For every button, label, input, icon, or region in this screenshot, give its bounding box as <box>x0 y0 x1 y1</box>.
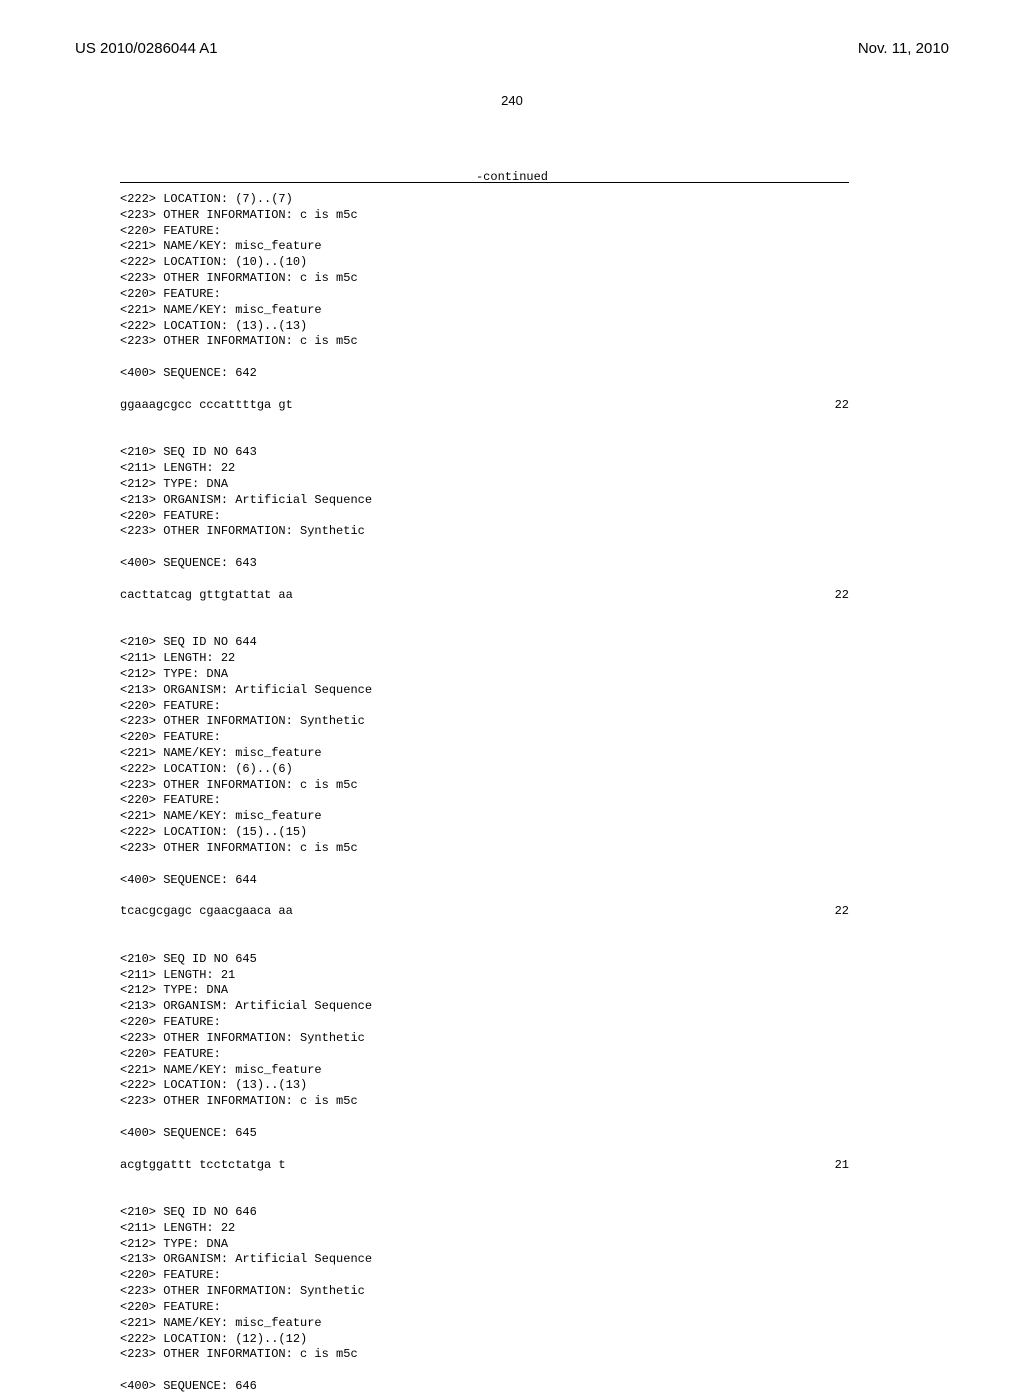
listing-line: <221> NAME/KEY: misc_feature <box>120 746 849 762</box>
listing-line: <220> FEATURE: <box>120 1268 849 1284</box>
listing-line: <210> SEQ ID NO 643 <box>120 445 849 461</box>
listing-line: <220> FEATURE: <box>120 1300 849 1316</box>
listing-line: <220> FEATURE: <box>120 730 849 746</box>
blank-line <box>120 619 849 635</box>
listing-line: <212> TYPE: DNA <box>120 983 849 999</box>
sequence-text: tcacgcgagc cgaacgaaca aa <box>120 904 293 920</box>
listing-line: <222> LOCATION: (13)..(13) <box>120 1078 849 1094</box>
listing-line: <221> NAME/KEY: misc_feature <box>120 1316 849 1332</box>
listing-line: <213> ORGANISM: Artificial Sequence <box>120 1252 849 1268</box>
listing-line: <222> LOCATION: (10)..(10) <box>120 255 849 271</box>
blank-line <box>120 429 849 445</box>
listing-line: <400> SEQUENCE: 644 <box>120 873 849 889</box>
listing-line: <213> ORGANISM: Artificial Sequence <box>120 493 849 509</box>
blank-line <box>120 920 849 936</box>
blank-line <box>120 888 849 904</box>
listing-line: <223> OTHER INFORMATION: Synthetic <box>120 1284 849 1300</box>
blank-line <box>120 1173 849 1189</box>
listing-line: <210> SEQ ID NO 645 <box>120 952 849 968</box>
listing-line: <211> LENGTH: 22 <box>120 651 849 667</box>
listing-line: <212> TYPE: DNA <box>120 477 849 493</box>
horizontal-rule <box>120 182 849 183</box>
listing-line: <223> OTHER INFORMATION: c is m5c <box>120 1094 849 1110</box>
sequence-line: tcacgcgagc cgaacgaaca aa 22 <box>120 904 849 920</box>
listing-line: <211> LENGTH: 21 <box>120 968 849 984</box>
listing-line: <223> OTHER INFORMATION: Synthetic <box>120 524 849 540</box>
blank-line <box>120 572 849 588</box>
listing-line: <211> LENGTH: 22 <box>120 1221 849 1237</box>
listing-line: <400> SEQUENCE: 646 <box>120 1379 849 1395</box>
listing-line: <222> LOCATION: (7)..(7) <box>120 192 849 208</box>
sequence-text: cacttatcag gttgtattat aa <box>120 588 293 604</box>
listing-line: <220> FEATURE: <box>120 699 849 715</box>
listing-line: <220> FEATURE: <box>120 793 849 809</box>
sequence-length: 22 <box>835 904 849 920</box>
listing-line: <223> OTHER INFORMATION: Synthetic <box>120 714 849 730</box>
listing-line: <223> OTHER INFORMATION: c is m5c <box>120 841 849 857</box>
sequence-length: 22 <box>835 398 849 414</box>
listing-line: <400> SEQUENCE: 645 <box>120 1126 849 1142</box>
listing-line: <223> OTHER INFORMATION: Synthetic <box>120 1031 849 1047</box>
sequence-text: acgtggattt tcctctatga t <box>120 1158 286 1174</box>
sequence-length: 21 <box>835 1158 849 1174</box>
listing-line: <223> OTHER INFORMATION: c is m5c <box>120 1347 849 1363</box>
sequence-text: ggaaagcgcc cccattttga gt <box>120 398 293 414</box>
sequence-line: acgtggattt tcctctatga t 21 <box>120 1158 849 1174</box>
publication-date: Nov. 11, 2010 <box>858 40 949 57</box>
page-number: 240 <box>0 93 1024 108</box>
listing-line: <222> LOCATION: (12)..(12) <box>120 1332 849 1348</box>
blank-line <box>120 1142 849 1158</box>
listing-line: <220> FEATURE: <box>120 287 849 303</box>
blank-line <box>120 1363 849 1379</box>
listing-line: <221> NAME/KEY: misc_feature <box>120 809 849 825</box>
listing-line: <212> TYPE: DNA <box>120 667 849 683</box>
blank-line <box>120 1189 849 1205</box>
listing-line: <400> SEQUENCE: 643 <box>120 556 849 572</box>
listing-line: <400> SEQUENCE: 642 <box>120 366 849 382</box>
blank-line <box>120 1110 849 1126</box>
listing-line: <222> LOCATION: (6)..(6) <box>120 762 849 778</box>
listing-line: <210> SEQ ID NO 646 <box>120 1205 849 1221</box>
sequence-line: cacttatcag gttgtattat aa 22 <box>120 588 849 604</box>
listing-line: <221> NAME/KEY: misc_feature <box>120 303 849 319</box>
sequence-length: 22 <box>835 588 849 604</box>
listing-line: <213> ORGANISM: Artificial Sequence <box>120 683 849 699</box>
listing-line: <210> SEQ ID NO 644 <box>120 635 849 651</box>
listing-line: <223> OTHER INFORMATION: c is m5c <box>120 334 849 350</box>
listing-line: <223> OTHER INFORMATION: c is m5c <box>120 271 849 287</box>
listing-line: <222> LOCATION: (13)..(13) <box>120 319 849 335</box>
page-header: US 2010/0286044 A1 Nov. 11, 2010 <box>0 40 1024 58</box>
listing-line: <222> LOCATION: (15)..(15) <box>120 825 849 841</box>
blank-line <box>120 382 849 398</box>
blank-line <box>120 604 849 620</box>
listing-line: <221> NAME/KEY: misc_feature <box>120 1063 849 1079</box>
blank-line <box>120 857 849 873</box>
listing-line: <213> ORGANISM: Artificial Sequence <box>120 999 849 1015</box>
listing-line: <221> NAME/KEY: misc_feature <box>120 239 849 255</box>
listing-line: <220> FEATURE: <box>120 1047 849 1063</box>
listing-line: <223> OTHER INFORMATION: c is m5c <box>120 208 849 224</box>
blank-line <box>120 414 849 430</box>
blank-line <box>120 540 849 556</box>
listing-line: <211> LENGTH: 22 <box>120 461 849 477</box>
listing-line: <220> FEATURE: <box>120 1015 849 1031</box>
listing-line: <220> FEATURE: <box>120 224 849 240</box>
publication-number: US 2010/0286044 A1 <box>75 40 218 57</box>
blank-line <box>120 936 849 952</box>
sequence-line: ggaaagcgcc cccattttga gt 22 <box>120 398 849 414</box>
blank-line <box>120 350 849 366</box>
listing-line: <212> TYPE: DNA <box>120 1237 849 1253</box>
listing-line: <223> OTHER INFORMATION: c is m5c <box>120 778 849 794</box>
listing-line: <220> FEATURE: <box>120 509 849 525</box>
sequence-listing: <222> LOCATION: (7)..(7)<223> OTHER INFO… <box>120 192 849 1395</box>
